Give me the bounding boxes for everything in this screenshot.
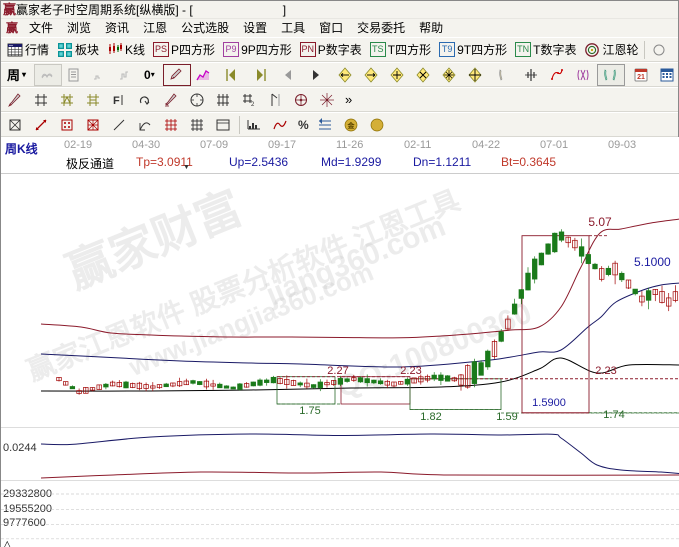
svg-text:5.1000: 5.1000 bbox=[634, 255, 671, 269]
svg-text:2.27: 2.27 bbox=[327, 365, 348, 377]
svg-text:2.23: 2.23 bbox=[595, 365, 616, 377]
svg-text:1.82: 1.82 bbox=[420, 411, 441, 423]
svg-text:21: 21 bbox=[637, 74, 645, 81]
svg-text:2: 2 bbox=[251, 102, 255, 108]
svg-text:1.5900: 1.5900 bbox=[532, 397, 566, 409]
svg-text:1.59: 1.59 bbox=[496, 411, 517, 423]
svg-text:F: F bbox=[113, 95, 120, 107]
svg-text:金: 金 bbox=[346, 121, 355, 130]
svg-text:5.07: 5.07 bbox=[588, 215, 612, 229]
svg-text:1.75: 1.75 bbox=[299, 405, 320, 417]
svg-text:2.23: 2.23 bbox=[400, 365, 421, 377]
svg-text:1.74: 1.74 bbox=[603, 409, 624, 421]
